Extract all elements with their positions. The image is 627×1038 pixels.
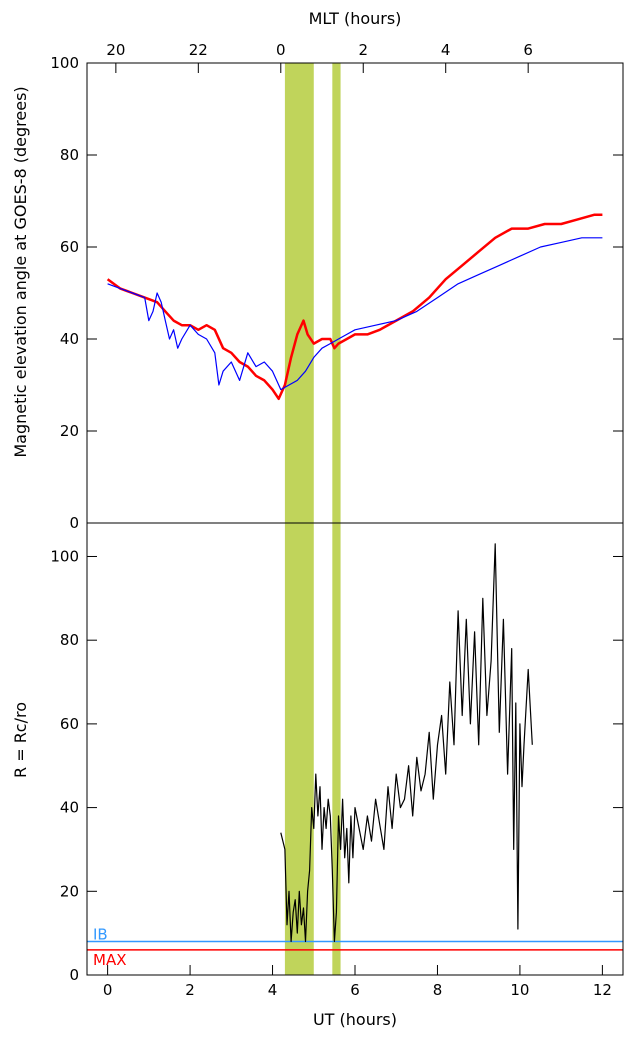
bottom-x-tick-label: 10 xyxy=(510,981,529,999)
top-mlt-tick-label: 20 xyxy=(106,41,125,59)
bottom-y-tick-label: 100 xyxy=(50,547,79,565)
bottom-y-tick-label: 60 xyxy=(60,715,79,733)
top-y-tick-label: 60 xyxy=(60,238,79,256)
top-highlight-bands xyxy=(284,63,341,523)
top-y-tick-label: 40 xyxy=(60,330,79,348)
top-axis-title: MLT (hours) xyxy=(309,9,402,28)
bottom-x-tick-label: 8 xyxy=(433,981,443,999)
bottom-y-tick-label: 20 xyxy=(60,882,79,900)
bottom-x-tick-label: 6 xyxy=(350,981,360,999)
bottom-highlight-bands xyxy=(284,523,341,975)
top-y-ticks: 0 20 40 60 80 100 xyxy=(50,54,623,532)
top-y-tick-label: 0 xyxy=(69,514,79,532)
top-mlt-tick-label: 0 xyxy=(276,41,286,59)
bottom-x-tick-label: 0 xyxy=(103,981,113,999)
top-mlt-tick-label: 22 xyxy=(189,41,208,59)
bottom-x-ticks: 0 2 4 6 8 10 12 xyxy=(103,965,612,999)
bottom-y-tick-label: 40 xyxy=(60,799,79,817)
reference-lines: IB MAX xyxy=(87,926,623,969)
bottom-y-axis-title: R = Rc/ro xyxy=(11,702,30,778)
bottom-plot-frame xyxy=(86,522,624,976)
bottom-x-tick-label: 4 xyxy=(268,981,278,999)
top-y-tick-label: 20 xyxy=(60,422,79,440)
bottom-series-group xyxy=(280,543,533,943)
top-series-group xyxy=(106,213,603,401)
reference-label-max: MAX xyxy=(93,951,126,969)
top-panel: 0 20 40 60 80 100 20 22 0 2 4 6 MLT (hours) Magnet… xyxy=(11,9,624,532)
top-plot-frame xyxy=(86,62,624,524)
top-mlt-tick-label: 4 xyxy=(441,41,451,59)
top-highlight-band-2 xyxy=(332,63,341,523)
bottom-x-axis-title: UT (hours) xyxy=(313,1010,397,1029)
reference-label-ib: IB xyxy=(93,926,108,944)
top-mlt-tick-label: 2 xyxy=(358,41,368,59)
top-series-line-2 xyxy=(107,237,603,391)
top-y-tick-label: 80 xyxy=(60,146,79,164)
bottom-x-tick-label: 12 xyxy=(593,981,612,999)
top-y-axis-title: Magnetic elevation angle at GOES-8 (degr… xyxy=(11,86,30,457)
top-y-tick-label: 100 xyxy=(50,54,79,72)
bottom-highlight-band-2 xyxy=(332,523,341,975)
bottom-y-ticks: 0 20 40 60 80 100 xyxy=(50,547,623,984)
bottom-x-tick-label: 2 xyxy=(185,981,195,999)
bottom-y-tick-label: 80 xyxy=(60,631,79,649)
ratio-series-line-1 xyxy=(280,543,533,943)
top-mlt-ticks: 20 22 0 2 4 6 xyxy=(106,41,533,73)
top-series-line-1 xyxy=(106,213,603,401)
top-mlt-tick-label: 6 xyxy=(523,41,533,59)
bottom-y-tick-label: 0 xyxy=(69,966,79,984)
top-highlight-band-1 xyxy=(284,63,314,523)
